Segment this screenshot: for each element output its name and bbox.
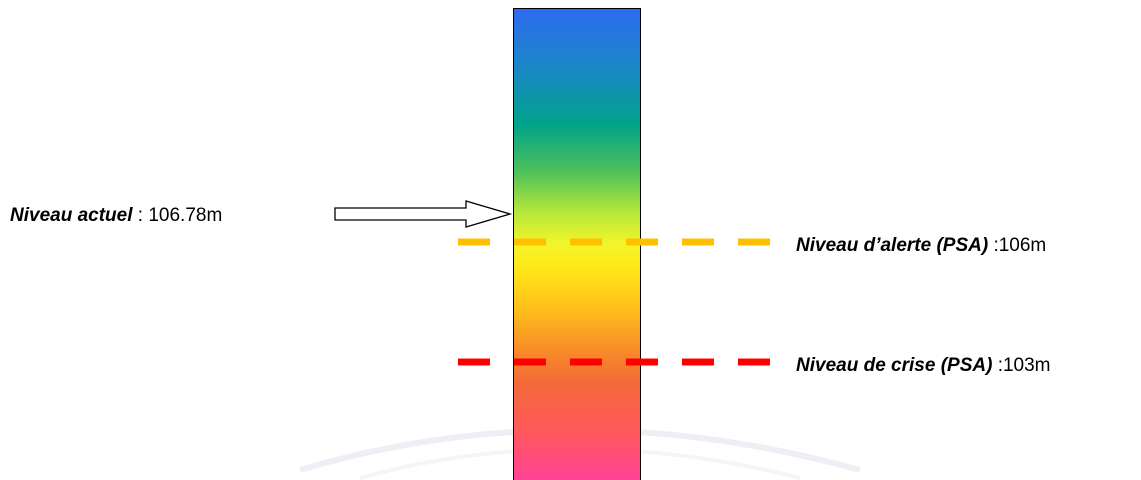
alert-level-separator: : (988, 235, 999, 256)
current-level-separator: : (132, 205, 149, 226)
current-level-value: 106.78m (148, 205, 223, 226)
alert-level-label: Niveau d’alerte (PSA) :106m (796, 235, 1046, 257)
current-level-label: Niveau actuel : 106.78m (10, 205, 222, 227)
crisis-level-separator: : (992, 355, 1003, 376)
current-level-name: Niveau actuel (10, 205, 133, 226)
alert-level-value: 106m (998, 235, 1047, 256)
current-level-arrow (334, 200, 513, 228)
crisis-level-value: 103m (1002, 355, 1051, 376)
crisis-level-name: Niveau de crise (PSA) (796, 355, 993, 376)
crisis-level-label: Niveau de crise (PSA) :103m (796, 355, 1051, 377)
alert-level-name: Niveau d’alerte (PSA) (796, 235, 989, 256)
